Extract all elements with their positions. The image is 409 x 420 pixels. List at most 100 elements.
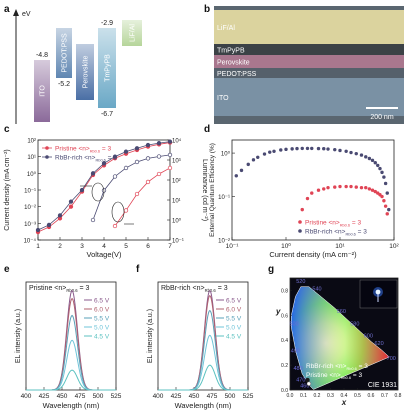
data-point	[367, 156, 372, 161]
data-point	[251, 158, 256, 162]
y-axis-label: y	[275, 307, 281, 316]
data-point	[380, 170, 384, 175]
panel-letter-b: b	[204, 4, 210, 15]
cie-legend-entry: RbBr-rich <n>Rb0.6 = 3	[306, 363, 368, 371]
data-point	[310, 146, 314, 151]
x-tick-label: 0.1	[300, 393, 307, 399]
data-point	[316, 188, 321, 192]
x-tick-label: 10¹	[335, 243, 345, 250]
y-tick-label: 0.2	[281, 363, 288, 369]
data-point	[300, 207, 304, 212]
energy-value: -2.9	[101, 20, 113, 27]
x-tick-label: 425	[39, 393, 50, 400]
x-tick-label: 5	[124, 243, 128, 250]
cie-title: CIE 1931	[368, 382, 397, 389]
data-point	[123, 165, 129, 171]
wavelength-label: 470	[296, 377, 305, 383]
y-tick-label: 10²	[27, 139, 36, 145]
data-point	[112, 154, 118, 159]
energy-level-lifal	[122, 20, 142, 46]
spectrum-line	[26, 369, 116, 391]
x-tick-label: 475	[75, 393, 86, 400]
legend-marker	[45, 155, 49, 159]
data-point	[344, 149, 348, 153]
wavelength-label: 580	[350, 321, 359, 327]
data-point	[134, 191, 140, 197]
spectrum-line	[158, 364, 248, 391]
plot-frame	[231, 139, 395, 241]
panel-a-energy-diagram: eV ITO -4.8 PEDOT:PSS -5.2 Perovskite TmPyPB -2…	[13, 9, 142, 124]
data-point	[349, 150, 353, 155]
data-point	[35, 227, 41, 233]
x-tick-label: 500	[93, 393, 104, 400]
x-tick-label: 1	[36, 243, 40, 250]
data-point	[246, 162, 250, 167]
layer-name: Perovskite	[83, 56, 90, 89]
data-point	[101, 161, 107, 166]
cie-point	[306, 381, 312, 386]
data-point	[256, 155, 260, 159]
data-point	[234, 174, 238, 178]
wavelength-label: 560	[337, 309, 346, 315]
x-tick-label: 10⁰	[281, 242, 291, 250]
data-point	[316, 146, 321, 151]
layer-name: ITO	[40, 85, 47, 97]
data-point	[145, 179, 151, 185]
y-tick-label: 10⁻²	[24, 205, 36, 211]
x-tick-label: 500	[225, 393, 236, 400]
data-point	[167, 152, 173, 158]
sem-layer-label: PEDOT:PSS	[217, 71, 257, 78]
data-point	[123, 149, 129, 154]
x-tick-label: 400	[21, 393, 32, 400]
x-tick-label: 2	[58, 243, 62, 250]
y-tick-label: 10⁰	[27, 171, 37, 178]
legend-entry: 4.5 V	[226, 334, 242, 341]
sem-layer	[214, 55, 404, 68]
data-point	[385, 212, 389, 216]
data-point	[333, 147, 337, 152]
data-point	[290, 147, 294, 151]
y-tick-label: 10⁻¹	[218, 195, 230, 201]
x-tick-label: 450	[189, 393, 200, 400]
data-point	[322, 147, 326, 151]
data-point	[156, 171, 162, 177]
data-point	[112, 174, 118, 179]
x-tick-label: 4	[102, 243, 106, 250]
y-tick-label: 0.0	[281, 388, 288, 394]
data-point	[354, 185, 358, 189]
x-tick-label: 0.5	[354, 393, 361, 399]
wavelength-label: 700	[387, 356, 396, 362]
energy-level-tmpypb	[98, 28, 116, 108]
data-point	[383, 204, 388, 208]
data-point	[359, 185, 364, 190]
x-tick-label: 0.6	[368, 393, 375, 399]
sem-layer-label: ITO	[217, 95, 229, 102]
x-tick-label: 0.3	[327, 393, 334, 399]
cie-gamut-overlay	[291, 286, 390, 390]
sem-layer	[214, 78, 404, 116]
data-point	[382, 199, 386, 203]
data-point	[145, 156, 151, 161]
x-tick-label: 0.8	[395, 393, 402, 399]
y2-tick-label: 10⁻¹	[172, 239, 184, 245]
energy-level-pedotpss	[56, 28, 72, 78]
layer-name: TmPyPB	[105, 54, 112, 82]
x-axis-label: Wavelength (nm)	[43, 401, 100, 410]
data-point	[239, 168, 244, 173]
x-axis-label: x	[341, 398, 347, 407]
data-point	[349, 184, 353, 189]
y2-tick-label: 10²	[172, 179, 181, 185]
data-point	[326, 185, 330, 190]
legend-entry: 5.5 V	[94, 316, 110, 323]
x-tick-label: 10⁻¹	[226, 243, 240, 250]
data-point	[57, 213, 63, 218]
panel-c-jvl-chart: 1 2 3 4 5 6 7 10⁻⁴ 10⁻³ 10⁻² 10⁻¹ 10⁰ 10¹ 10² 10⁻¹ 10⁰ 1…	[4, 138, 208, 260]
panel-letter-d: d	[204, 124, 210, 135]
legend-marker	[45, 146, 49, 150]
annotation-ellipse	[91, 182, 105, 202]
chart-title: Pristine <n>Rb0.6 = 3	[29, 285, 90, 293]
data-point	[284, 147, 288, 152]
